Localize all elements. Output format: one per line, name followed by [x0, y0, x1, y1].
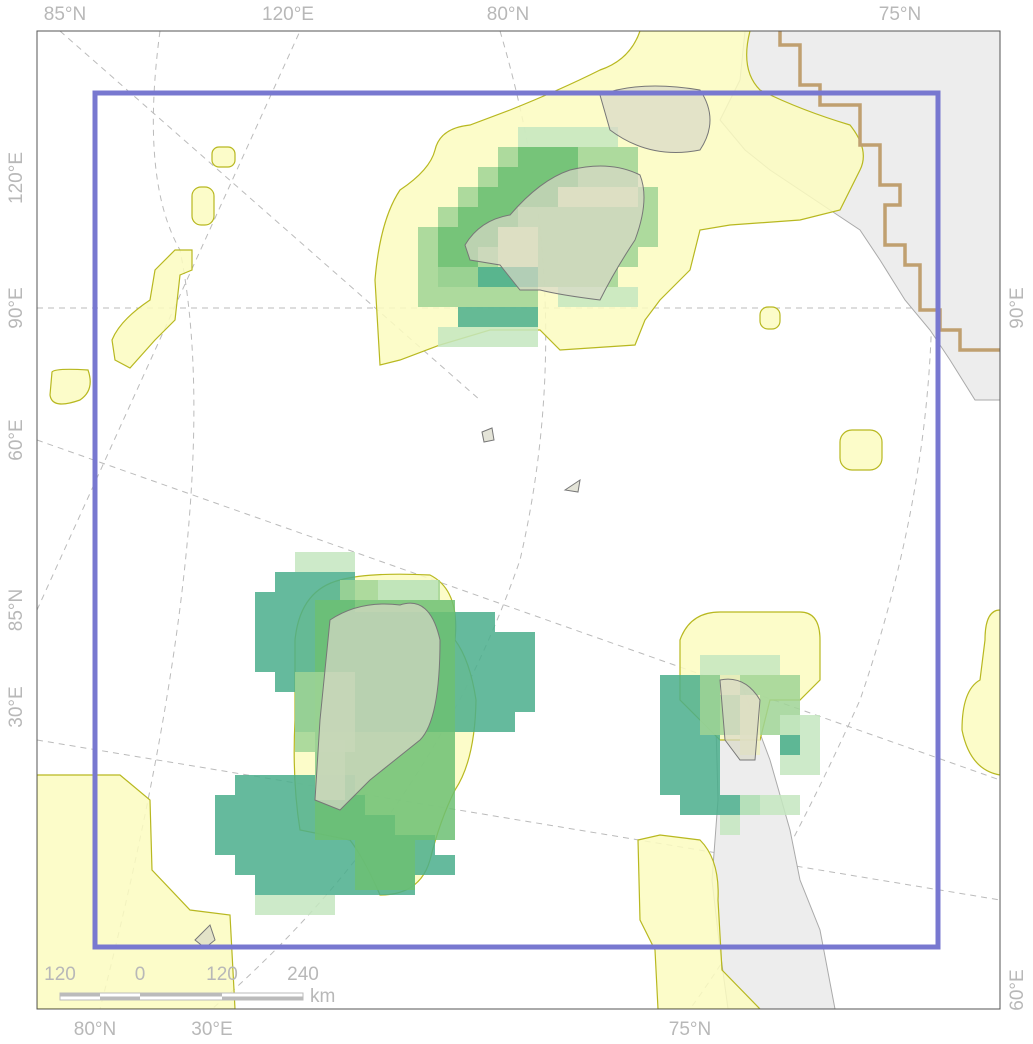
graticule-label: 80°N: [74, 1019, 116, 1040]
graticule-label: 30°E: [191, 1019, 232, 1040]
graticule-label: 80°N: [487, 4, 529, 25]
cell: [255, 895, 335, 915]
cell: [355, 840, 415, 890]
graticule-label: 85°N: [44, 4, 86, 25]
frame: [36, 30, 1001, 1010]
cell: [295, 552, 355, 572]
cell: [438, 327, 538, 347]
scale-label: 120: [44, 964, 76, 985]
cell: [275, 572, 355, 592]
graticule-label: 60°E: [1007, 969, 1028, 1010]
cell: [518, 127, 618, 147]
scale-label: 120: [206, 964, 238, 985]
cell: [458, 307, 538, 327]
graticule-label: 120°E: [262, 4, 314, 25]
cell: [518, 147, 578, 167]
scale-unit: km: [310, 986, 335, 1007]
graticule-label: 75°N: [669, 1019, 711, 1040]
cell: [235, 855, 455, 875]
cell: [700, 655, 780, 675]
cell: [720, 815, 740, 835]
cell: [378, 580, 438, 600]
scale-bar-seg: [100, 996, 140, 1000]
scale-label: 240: [287, 964, 319, 985]
scale-bar-seg: [140, 993, 222, 997]
scale-bar-seg: [60, 993, 100, 997]
graticule-label: 75°N: [879, 4, 921, 25]
graticule-label: 90°E: [1007, 287, 1028, 328]
graticule-label: 90°E: [6, 287, 27, 328]
cell: [740, 795, 800, 815]
graticule-labels: 85°N 120°E 80°N 75°N 120°E 90°E 60°E 85°N 30°E 90…: [6, 4, 1028, 1040]
graticule-label: 30°E: [6, 686, 27, 727]
graticule-label: 60°E: [6, 419, 27, 460]
graticule-label: 120°E: [6, 152, 27, 204]
cell: [418, 287, 538, 307]
graticule-label: 85°N: [6, 589, 27, 631]
study-area: [92, 90, 941, 950]
scale-bar-seg: [222, 996, 303, 1000]
islands: [194, 85, 761, 949]
map-body: [37, 31, 1000, 1009]
cell: [780, 735, 800, 755]
scale-label: 0: [135, 964, 146, 985]
